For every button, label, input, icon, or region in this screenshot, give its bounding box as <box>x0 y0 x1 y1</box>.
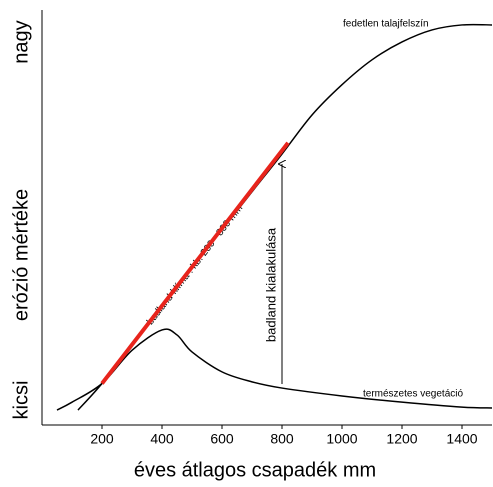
x-tick-label: 800 <box>270 431 294 447</box>
x-tick-label: 1400 <box>446 431 477 447</box>
series-line <box>100 141 290 385</box>
series-label: fedetlen talajfelszín <box>343 19 429 30</box>
series-label: természetes vegetáció <box>363 389 463 400</box>
y-label: erózió mértéke <box>10 189 32 321</box>
y-label: nagy <box>10 20 32 63</box>
x-tick-label: 600 <box>210 431 234 447</box>
annotation: badland kialakulása <box>263 227 278 342</box>
x-tick-label: 400 <box>150 431 174 447</box>
x-tick-label: 200 <box>90 431 114 447</box>
series-line <box>77 23 493 411</box>
x-tick-label: 1000 <box>326 431 357 447</box>
x-tick-label: 1200 <box>386 431 417 447</box>
x-axis-title: éves átlagos csapadék mm <box>134 459 376 481</box>
y-label: kicsi <box>10 381 32 420</box>
